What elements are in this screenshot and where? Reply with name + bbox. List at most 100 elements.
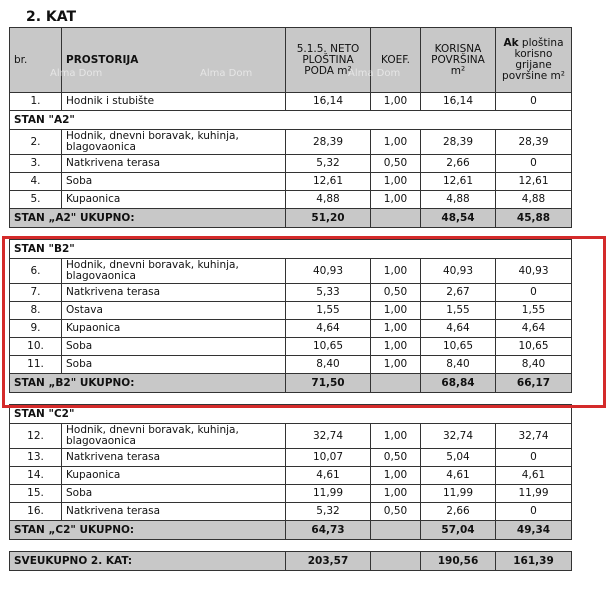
room-name-cell: Hodnik, dnevni boravak, kuhinja, blagova… — [61, 258, 286, 284]
koef-cell — [370, 373, 421, 393]
ak-cell: 0 — [495, 283, 572, 302]
korisna-cell: 4,88 — [420, 190, 496, 209]
br-cell: 1. — [9, 92, 62, 111]
table-row: 13. Natkrivena terasa 10,07 0,50 5,04 0 — [9, 448, 572, 467]
br-cell: 12. — [9, 423, 62, 449]
total-row: STAN „C2" UKUPNO: 64,73 57,04 49,34 — [9, 520, 572, 540]
section-title: STAN "B2" — [9, 239, 572, 259]
neto-cell: 10,07 — [285, 448, 371, 467]
br-cell: 4. — [9, 172, 62, 191]
korisna-cell: 10,65 — [420, 337, 496, 356]
spacer-row — [9, 227, 572, 240]
br-cell: 11. — [9, 355, 62, 374]
koef-cell: 1,00 — [370, 466, 421, 485]
koef-cell: 1,00 — [370, 319, 421, 338]
br-cell: 5. — [9, 190, 62, 209]
korisna-cell: 2,66 — [420, 154, 496, 173]
neto-cell: 5,32 — [285, 502, 371, 521]
header-br: br. — [9, 27, 62, 93]
neto-cell: 32,74 — [285, 423, 371, 449]
total-row: STAN „A2" UKUPNO: 51,20 48,54 45,88 — [9, 208, 572, 228]
koef-cell: 1,00 — [370, 129, 421, 155]
neto-cell: 64,73 — [285, 520, 371, 540]
table-row: 7. Natkrivena terasa 5,33 0,50 2,67 0 — [9, 283, 572, 302]
neto-cell: 40,93 — [285, 258, 371, 284]
neto-cell: 4,64 — [285, 319, 371, 338]
ak-cell: 0 — [495, 448, 572, 467]
ak-cell: 1,55 — [495, 301, 572, 320]
neto-cell: 8,40 — [285, 355, 371, 374]
neto-cell: 12,61 — [285, 172, 371, 191]
br-cell: 15. — [9, 484, 62, 503]
table-row: 15. Soba 11,99 1,00 11,99 11,99 — [9, 484, 572, 503]
header-korisna: KORISNA POVRŠINA m² — [420, 27, 496, 93]
room-name-cell: Soba — [61, 484, 286, 503]
korisna-cell: 28,39 — [420, 129, 496, 155]
room-name-cell: Ostava — [61, 301, 286, 320]
br-cell: 7. — [9, 283, 62, 302]
table-row: 11. Soba 8,40 1,00 8,40 8,40 — [9, 355, 572, 374]
total-label: STAN „C2" UKUPNO: — [9, 520, 286, 540]
ak-cell: 0 — [495, 502, 572, 521]
neto-cell: 5,32 — [285, 154, 371, 173]
room-name-cell: Natkrivena terasa — [61, 283, 286, 302]
korisna-cell: 16,14 — [420, 92, 496, 111]
ak-cell: 49,34 — [495, 520, 572, 540]
total-label: STAN „B2" UKUPNO: — [9, 373, 286, 393]
neto-cell: 28,39 — [285, 129, 371, 155]
room-name-cell: Kupaonica — [61, 190, 286, 209]
br-cell: 14. — [9, 466, 62, 485]
br-cell: 16. — [9, 502, 62, 521]
spacer — [9, 227, 572, 240]
br-cell: 8. — [9, 301, 62, 320]
table-row: 6. Hodnik, dnevni boravak, kuhinja, blago… — [9, 258, 572, 284]
neto-cell: 4,61 — [285, 466, 371, 485]
korisna-cell: 48,54 — [420, 208, 496, 228]
room-name-cell: Soba — [61, 337, 286, 356]
header-neto: 5.1.5. NETO PLOŠTINA PODA m² — [285, 27, 371, 93]
neto-cell: 5,33 — [285, 283, 371, 302]
table-row: 2. Hodnik, dnevni boravak, kuhinja, blago… — [9, 129, 572, 155]
ak-cell: 28,39 — [495, 129, 572, 155]
table-row: 16. Natkrivena terasa 5,32 0,50 2,66 0 — [9, 502, 572, 521]
ak-cell: 0 — [495, 154, 572, 173]
koef-cell: 0,50 — [370, 502, 421, 521]
koef-cell: 1,00 — [370, 337, 421, 356]
korisna-cell: 2,67 — [420, 283, 496, 302]
korisna-cell: 12,61 — [420, 172, 496, 191]
ak-cell: 4,61 — [495, 466, 572, 485]
neto-cell: 11,99 — [285, 484, 371, 503]
br-cell: 10. — [9, 337, 62, 356]
koef-cell: 1,00 — [370, 258, 421, 284]
ak-cell: 10,65 — [495, 337, 572, 356]
koef-cell — [370, 551, 421, 571]
header-ak: Ak ploština korisno grijane površine m² — [495, 27, 572, 93]
header-ak-bold: Ak — [503, 37, 519, 49]
koef-cell: 0,50 — [370, 283, 421, 302]
ak-cell: 66,17 — [495, 373, 572, 393]
table-row: 12. Hodnik, dnevni boravak, kuhinja, blag… — [9, 423, 572, 449]
neto-cell: 10,65 — [285, 337, 371, 356]
table-row: 4. Soba 12,61 1,00 12,61 12,61 — [9, 172, 572, 191]
ak-cell: 8,40 — [495, 355, 572, 374]
table-row: 1. Hodnik i stubište 16,14 1,00 16,14 0 — [9, 92, 572, 111]
korisna-cell: 8,40 — [420, 355, 496, 374]
korisna-cell: 40,93 — [420, 258, 496, 284]
koef-cell: 1,00 — [370, 355, 421, 374]
neto-cell: 71,50 — [285, 373, 371, 393]
total-label: STAN „A2" UKUPNO: — [9, 208, 286, 228]
room-name-cell: Natkrivena terasa — [61, 154, 286, 173]
total-row: SVEUKUPNO 2. KAT: 203,57 190,56 161,39 — [9, 551, 572, 571]
neto-cell: 16,14 — [285, 92, 371, 111]
watermark: Alma Dom — [50, 68, 103, 79]
watermark: Alma Dom — [348, 68, 401, 79]
total-row: STAN „B2" UKUPNO: 71,50 68,84 66,17 — [9, 373, 572, 393]
ak-cell: 11,99 — [495, 484, 572, 503]
koef-cell: 1,00 — [370, 484, 421, 503]
ak-cell: 45,88 — [495, 208, 572, 228]
spacer-row — [9, 539, 572, 552]
table-row: 8. Ostava 1,55 1,00 1,55 1,55 — [9, 301, 572, 320]
korisna-cell: 2,66 — [420, 502, 496, 521]
korisna-cell: 190,56 — [420, 551, 496, 571]
koef-cell: 1,00 — [370, 301, 421, 320]
